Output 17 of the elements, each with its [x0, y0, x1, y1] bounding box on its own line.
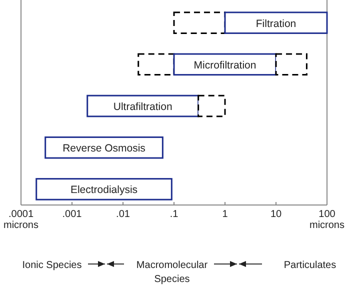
text: Ionic Species [22, 260, 82, 271]
x-tick-label: 10 [270, 209, 282, 220]
x-tick-label: 100 microns [309, 209, 345, 231]
y-tick-label: Filtration [256, 18, 296, 30]
y-tick-label: Electrodialysis [70, 184, 138, 196]
x-tick-label: 1 [222, 209, 228, 220]
bar [36, 178, 172, 200]
y-tick-label: Reverse Osmosis [62, 142, 146, 155]
x-tick-label: .1 [170, 209, 179, 220]
text: Particulates [284, 260, 336, 271]
bar [44, 136, 164, 159]
x-tick-label: .001 [62, 209, 82, 220]
x-tick-label: .0001 microns [3, 209, 39, 231]
x-tick-label: .01 [116, 209, 130, 220]
y-tick-label: Microfiltration [194, 59, 256, 72]
y-tick-label: Ultrafiltration [113, 101, 172, 113]
text: Macromolecular Species [136, 260, 208, 285]
